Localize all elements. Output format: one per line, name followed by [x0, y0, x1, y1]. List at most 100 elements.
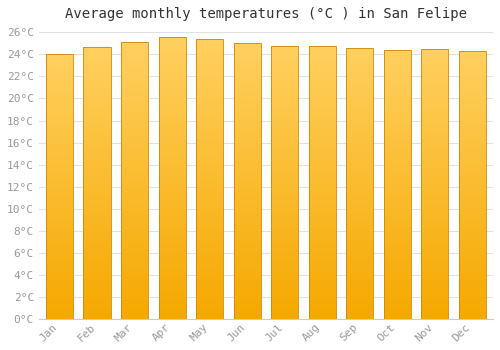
Bar	[158, 296, 186, 299]
Bar	[346, 148, 374, 151]
Bar	[271, 220, 298, 223]
Bar	[196, 142, 223, 145]
Bar	[158, 262, 186, 265]
Bar	[271, 218, 298, 220]
Bar	[158, 209, 186, 212]
Bar	[196, 128, 223, 131]
Bar	[121, 92, 148, 95]
Bar	[121, 142, 148, 145]
Bar	[196, 268, 223, 271]
Bar	[84, 265, 110, 267]
Bar	[422, 235, 448, 238]
Bar	[234, 43, 260, 319]
Bar	[271, 46, 298, 48]
Bar	[234, 132, 260, 134]
Bar	[158, 234, 186, 237]
Bar	[384, 61, 411, 63]
Bar	[234, 228, 260, 231]
Bar	[46, 113, 73, 115]
Bar	[308, 234, 336, 237]
Bar	[234, 54, 260, 57]
Bar	[121, 59, 148, 62]
Bar	[234, 49, 260, 52]
Bar	[346, 202, 374, 205]
Bar	[121, 272, 148, 275]
Bar	[459, 223, 486, 225]
Bar	[384, 184, 411, 187]
Bar	[121, 283, 148, 286]
Bar	[84, 90, 110, 93]
Bar	[84, 164, 110, 167]
Bar	[196, 140, 223, 142]
Bar	[384, 260, 411, 262]
Bar	[196, 148, 223, 151]
Bar	[196, 252, 223, 254]
Bar	[121, 117, 148, 120]
Bar	[271, 270, 298, 272]
Bar	[84, 69, 110, 71]
Bar	[271, 242, 298, 245]
Bar	[46, 303, 73, 306]
Bar	[384, 306, 411, 308]
Bar	[422, 157, 448, 160]
Bar	[346, 105, 374, 107]
Bar	[196, 92, 223, 95]
Bar	[84, 316, 110, 319]
Bar	[271, 180, 298, 182]
Bar	[271, 226, 298, 229]
Bar	[384, 125, 411, 128]
Bar	[84, 71, 110, 74]
Bar	[346, 173, 374, 175]
Bar	[308, 166, 336, 169]
Bar	[84, 120, 110, 123]
Bar	[158, 102, 186, 105]
Bar	[196, 100, 223, 103]
Bar	[384, 228, 411, 230]
Bar	[84, 126, 110, 128]
Bar	[158, 56, 186, 60]
Bar	[46, 128, 73, 131]
Bar	[346, 308, 374, 311]
Bar	[308, 136, 336, 139]
Bar	[158, 71, 186, 74]
Bar	[234, 115, 260, 118]
Bar	[158, 282, 186, 285]
Bar	[271, 174, 298, 177]
Bar	[196, 145, 223, 148]
Bar	[46, 290, 73, 293]
Bar	[308, 286, 336, 289]
Bar	[121, 62, 148, 64]
Bar	[234, 52, 260, 54]
Bar	[234, 267, 260, 269]
Bar	[196, 221, 223, 224]
Bar	[158, 246, 186, 248]
Bar	[384, 122, 411, 125]
Bar	[158, 138, 186, 141]
Bar	[234, 101, 260, 104]
Bar	[308, 289, 336, 292]
Bar	[346, 248, 374, 251]
Bar	[84, 55, 110, 58]
Bar	[422, 251, 448, 254]
Bar	[158, 254, 186, 257]
Bar	[196, 70, 223, 72]
Bar	[346, 59, 374, 61]
Bar	[308, 46, 336, 48]
Bar	[234, 164, 260, 167]
Bar	[422, 284, 448, 287]
Bar	[459, 80, 486, 83]
Bar	[46, 208, 73, 210]
Bar	[46, 81, 73, 84]
Bar	[121, 278, 148, 280]
Bar	[46, 210, 73, 213]
Bar	[46, 263, 73, 266]
Bar	[459, 276, 486, 279]
Bar	[46, 261, 73, 263]
Bar	[196, 266, 223, 268]
Bar	[459, 217, 486, 220]
Bar	[422, 135, 448, 138]
Bar	[346, 243, 374, 246]
Bar	[84, 49, 110, 52]
Bar	[384, 139, 411, 141]
Bar	[234, 88, 260, 90]
